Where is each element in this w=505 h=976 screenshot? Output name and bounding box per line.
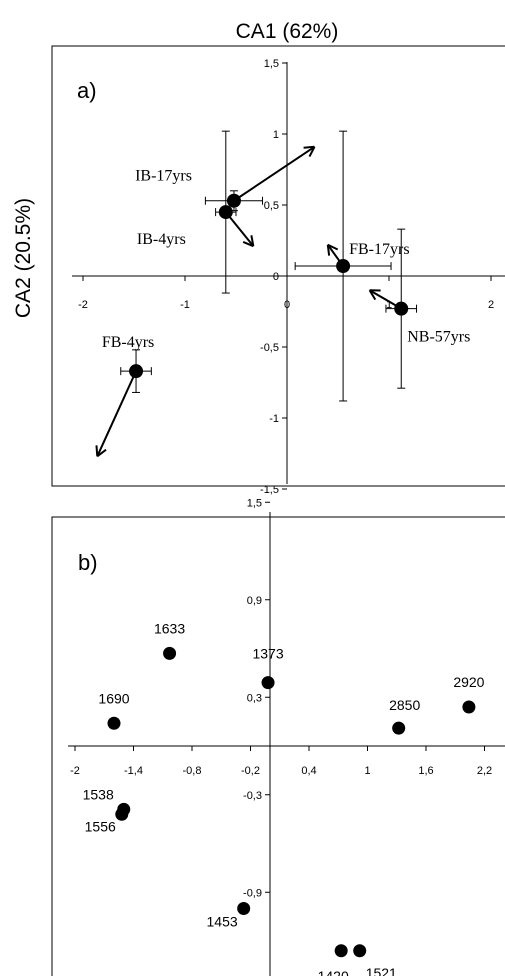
y-tick-label: -0,5 <box>260 342 279 354</box>
y-tick-label: 0 <box>273 271 279 283</box>
arrow-shaft <box>96 370 137 457</box>
point-label: 1690 <box>98 690 129 706</box>
point-label: 2850 <box>389 697 420 713</box>
y-tick-label: 0,9 <box>247 595 262 607</box>
point-label: 2920 <box>453 674 484 690</box>
x-tick-label: -1,4 <box>124 765 143 777</box>
point-label: 1633 <box>154 620 185 636</box>
data-point <box>336 259 351 274</box>
point-label: 1521 <box>366 965 397 976</box>
x-tick-label: -1 <box>180 299 190 311</box>
y-tick-label: 1 <box>273 129 279 141</box>
point-label: IB-17yrs <box>135 168 192 185</box>
arrow-head <box>303 145 315 149</box>
arrow-head <box>308 146 316 157</box>
panel-a-frame <box>51 45 505 487</box>
x-tick-label: 1 <box>386 299 392 311</box>
arrow-head <box>327 243 339 251</box>
arrow <box>225 211 255 248</box>
panel-b-frame <box>51 516 505 976</box>
arrow <box>95 370 137 458</box>
x-tick-label: -0,2 <box>241 765 260 777</box>
arrow <box>233 145 316 202</box>
y-tick-label: -1 <box>269 413 279 425</box>
data-point <box>226 193 241 208</box>
arrow-head <box>326 244 331 256</box>
y-tick-label: 0,3 <box>247 692 262 704</box>
arrow-head <box>368 289 377 301</box>
arrow-head <box>96 448 107 458</box>
data-point <box>353 944 367 958</box>
panel-a-label: a) <box>77 78 97 103</box>
y-tick-label: -0,9 <box>243 887 262 899</box>
panel-a: a) -2 -1 0 1 2 1,5 1 0,5 0 -0,5 -1 -1,5 IB-17yrs IB-… <box>51 45 505 496</box>
data-point <box>392 721 406 735</box>
data-point <box>115 807 129 821</box>
arrow-shaft <box>233 145 316 202</box>
point-label: NB-57yrs <box>407 329 470 346</box>
y-tick-label: 1,5 <box>247 497 262 509</box>
point-label: FB-4yrs <box>102 334 154 351</box>
data-point <box>334 944 348 958</box>
x-tick-label: 2 <box>488 299 494 311</box>
x-tick-label: 0 <box>284 299 290 311</box>
x-tick-label: 2,2 <box>477 765 492 777</box>
arrow-shaft <box>225 211 255 247</box>
point-label: 1420 <box>318 968 349 976</box>
y-tick-label: 0,5 <box>264 200 279 212</box>
point-label: 1538 <box>83 786 114 802</box>
point-label: IB-4yrs <box>137 231 186 248</box>
x-tick-label: -2 <box>78 299 88 311</box>
y-tick-label: -0,3 <box>243 790 262 802</box>
data-point <box>107 716 121 730</box>
data-point <box>163 646 177 660</box>
x-tick-label: -0,8 <box>183 765 202 777</box>
data-point <box>218 205 233 220</box>
data-point <box>394 301 409 316</box>
point-label: 1556 <box>85 818 116 834</box>
data-point <box>462 700 476 714</box>
y-tick-label: -1,5 <box>260 484 279 496</box>
data-point <box>261 676 275 690</box>
point-label: 1453 <box>207 914 238 930</box>
x-axis-title: CA1 (62%) <box>236 20 339 43</box>
x-tick-label: 1,6 <box>418 765 433 777</box>
arrow-head <box>242 241 254 248</box>
point-label: 1373 <box>252 646 283 662</box>
y-tick-label: 1,5 <box>264 58 279 70</box>
point-label: FB-17yrs <box>349 241 409 258</box>
x-tick-label: -2 <box>70 765 80 777</box>
x-tick-label: 0,4 <box>301 765 316 777</box>
data-point <box>237 902 251 915</box>
y-axis-title: CA2 (20.5%) <box>12 198 35 318</box>
arrow-head <box>95 445 99 457</box>
panel-b: b) -2 -1,4 -0,8 -0,2 0,4 1 1,6 2,2 1,5 0,9 0,3 -0,3… <box>51 497 505 976</box>
x-tick-label: 1 <box>364 765 370 777</box>
arrow-head <box>250 235 255 247</box>
panel-b-label: b) <box>78 550 98 575</box>
data-point <box>129 364 144 379</box>
